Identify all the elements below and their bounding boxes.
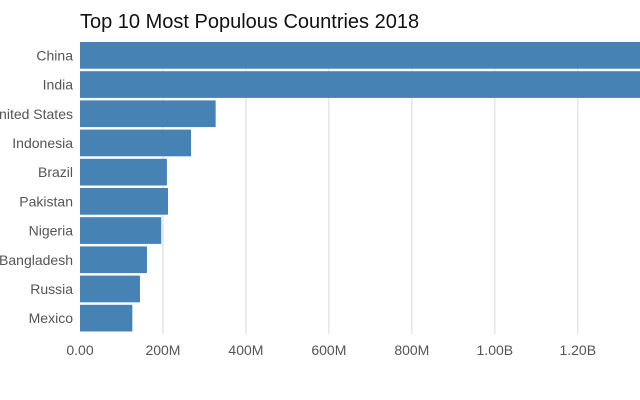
y-tick-label: India [43, 77, 74, 93]
bar [80, 188, 169, 215]
bar [80, 71, 640, 98]
chart-title: Top 10 Most Populous Countries 2018 [80, 11, 420, 33]
bar [80, 129, 192, 157]
x-tick-label: 1.00B [477, 342, 514, 358]
y-tick-label: Russia [30, 281, 73, 297]
y-tick-labels: China India United States Indonesia Brazil Pa… [0, 47, 73, 326]
x-tick-label: 800M [394, 342, 429, 358]
y-tick-label: Indonesia [12, 135, 73, 151]
x-tick-label: 600M [311, 342, 346, 358]
bar [80, 304, 133, 332]
x-tick-label: 200M [145, 342, 180, 358]
y-tick-label: United States [0, 106, 73, 122]
y-tick-label: China [36, 47, 73, 63]
y-tick-label: Nigeria [29, 223, 74, 239]
bar [80, 275, 140, 303]
y-tick-label: Bangladesh [0, 252, 73, 268]
bar [80, 42, 640, 69]
x-tick-label: 1.20B [559, 342, 596, 358]
bar [80, 217, 162, 244]
bars [80, 42, 640, 332]
x-tick-label: 0.00 [66, 342, 93, 358]
y-tick-label: Pakistan [19, 193, 73, 209]
y-tick-label: Mexico [29, 310, 74, 326]
x-tick-label: 400M [228, 342, 263, 358]
bar [80, 158, 167, 186]
bar [80, 100, 216, 128]
y-tick-label: Brazil [38, 164, 73, 180]
bar [80, 246, 147, 274]
x-tick-labels: 0.00 200M 400M 600M 800M 1.00B 1.20B [66, 342, 596, 358]
